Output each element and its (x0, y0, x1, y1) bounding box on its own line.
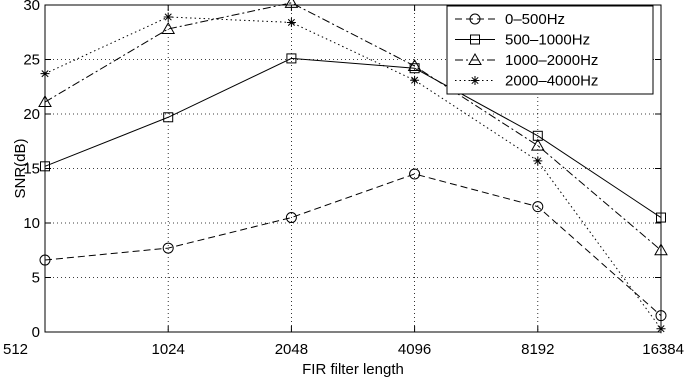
triangle-marker (161, 21, 176, 34)
triangle-marker (530, 138, 545, 151)
series-square (40, 53, 666, 223)
star-marker (470, 76, 480, 85)
star-marker (410, 75, 420, 85)
circle-marker (409, 168, 421, 180)
series-triangle (38, 0, 668, 256)
series-star (40, 12, 666, 334)
x-tick-label: 2048 (275, 341, 308, 358)
star-marker (656, 324, 666, 334)
circle-marker (532, 201, 544, 213)
legend-box (446, 5, 654, 95)
star-marker (533, 156, 543, 166)
circle-marker (655, 310, 667, 322)
square-marker (40, 161, 50, 172)
legend-label: 1000–2000Hz (505, 52, 598, 69)
y-tick-label: 0 (32, 324, 40, 341)
series-line (44, 57, 662, 218)
x-tick-label: 512 (3, 341, 28, 358)
circle-marker (39, 254, 51, 266)
y-tick-label: 10 (23, 215, 40, 232)
square-marker (470, 34, 480, 45)
circle-marker (469, 13, 481, 25)
series-line (44, 2, 662, 251)
circle-marker (285, 212, 297, 224)
legend-label: 2000–4000Hz (505, 73, 598, 90)
series-line (44, 16, 662, 330)
circle-marker (162, 242, 174, 254)
series-lines (38, 0, 668, 334)
y-tick-label: 5 (32, 270, 40, 287)
y-axis-label: SNR(dB) (12, 138, 29, 198)
x-tick-label: 1024 (152, 341, 185, 358)
legend-entry: 2000–4000Hz (455, 73, 598, 90)
triangle-marker (407, 59, 422, 72)
grid-lines (45, 5, 661, 332)
x-axis-label: FIR filter length (302, 361, 404, 378)
triangle-marker (284, 0, 299, 8)
triangle-marker (468, 52, 482, 65)
x-tick-label: 4096 (398, 341, 431, 358)
x-tick-label: 16384 (642, 341, 684, 358)
legend: 0–500Hz 500–1000Hz 1000–2000Hz 2000–4000Hz (446, 5, 654, 95)
y-tick-label: 15 (23, 161, 40, 178)
series-line (44, 173, 662, 317)
y-tick-label: 20 (23, 106, 40, 123)
legend-entry: 1000–2000Hz (455, 52, 598, 69)
legend-label: 500–1000Hz (505, 32, 590, 49)
triangle-marker (654, 243, 668, 256)
legend-entry: 0–500Hz (455, 11, 565, 28)
legend-entry: 500–1000Hz (455, 32, 590, 49)
star-marker (286, 17, 296, 27)
star-marker (40, 69, 50, 79)
square-marker (163, 112, 174, 123)
x-tick-label: 8192 (521, 341, 554, 358)
series-circle (39, 168, 667, 322)
square-marker (656, 212, 666, 223)
y-tick-label: 30 (23, 0, 40, 14)
legend-label: 0–500Hz (505, 11, 565, 28)
square-marker (286, 53, 297, 64)
star-marker (163, 12, 173, 22)
y-tick-label: 25 (23, 52, 40, 69)
triangle-marker (38, 95, 52, 108)
